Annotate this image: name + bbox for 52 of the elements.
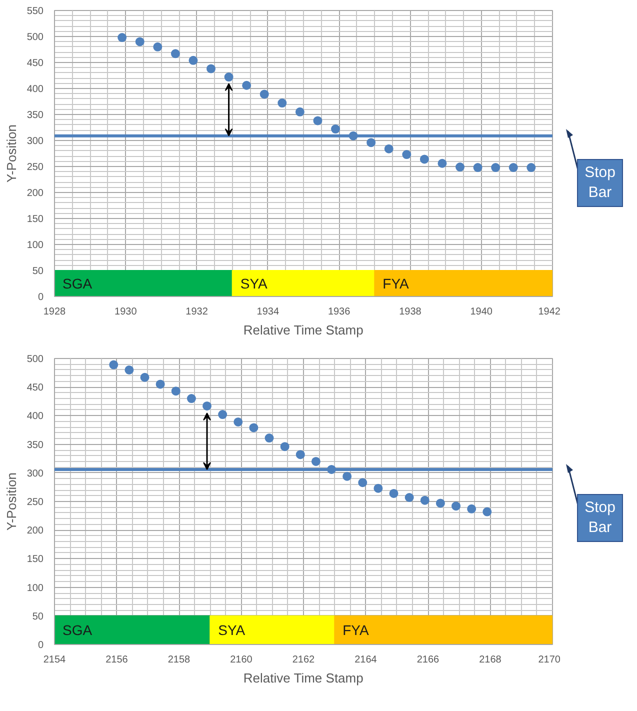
y-tick-label: 500 — [26, 32, 44, 43]
y-tick-label: 100 — [26, 240, 44, 251]
y-tick-label: 50 — [32, 266, 44, 277]
x-tick-label: 2156 — [106, 654, 128, 666]
x-tick-label: 1934 — [256, 306, 280, 318]
x-tick-label: 1936 — [328, 306, 351, 318]
y-tick-label: 450 — [26, 382, 44, 394]
y-tick-label: 200 — [26, 526, 44, 537]
y-tick-label: 150 — [26, 214, 44, 225]
x-tick-label: 2160 — [230, 654, 253, 666]
y-tick-label: 400 — [26, 84, 44, 95]
y-axis-title: Y-Position — [4, 472, 19, 531]
x-tick-label: 1932 — [186, 306, 208, 318]
band-label: FYA — [342, 622, 370, 638]
x-tick-label: 2166 — [416, 654, 440, 666]
x-tick-label: 2158 — [168, 654, 191, 666]
ref-line-label: Stop Bar — [577, 494, 623, 542]
y-tick-label: 0 — [38, 640, 44, 651]
y-tick-label: 350 — [26, 110, 44, 121]
y-tick-label: 100 — [26, 582, 44, 594]
band-label: SGA — [62, 622, 93, 638]
x-tick-label: 2162 — [292, 654, 316, 666]
x-tick-label: 1942 — [538, 306, 561, 318]
x-tick-label: 1940 — [470, 306, 493, 318]
y-tick-label: 450 — [26, 58, 44, 69]
x-tick-label: 2154 — [43, 654, 66, 666]
x-tick-label: 2164 — [354, 654, 378, 666]
x-axis-title: Relative Time Stamp — [243, 670, 364, 686]
band-label: FYA — [382, 276, 410, 292]
y-tick-label: 150 — [26, 554, 44, 566]
band-label: SYA — [218, 622, 246, 638]
y-axis-title: Y-Position — [4, 124, 19, 183]
y-tick-label: 200 — [26, 188, 44, 199]
x-tick-label: 2168 — [479, 654, 502, 666]
y-tick-label: 500 — [26, 354, 44, 365]
band-label: SYA — [240, 276, 268, 292]
x-tick-label: 1928 — [43, 306, 66, 318]
y-tick-label: 400 — [26, 411, 44, 422]
y-tick-label: 50 — [32, 611, 44, 622]
y-tick-label: 250 — [26, 497, 44, 508]
band-label: SGA — [62, 276, 93, 292]
x-tick-label: 1930 — [114, 306, 138, 318]
y-tick-label: 250 — [26, 162, 44, 173]
y-tick-label: 550 — [26, 6, 44, 17]
y-tick-label: 0 — [38, 292, 44, 303]
x-tick-label: 1938 — [399, 306, 422, 318]
x-tick-label: 2170 — [538, 654, 561, 666]
x-axis-title: Relative Time Stamp — [243, 322, 364, 338]
y-tick-label: 300 — [26, 136, 44, 147]
y-tick-label: 350 — [26, 440, 44, 451]
ref-line-label: Stop Bar — [577, 159, 623, 207]
y-tick-label: 300 — [26, 468, 44, 480]
